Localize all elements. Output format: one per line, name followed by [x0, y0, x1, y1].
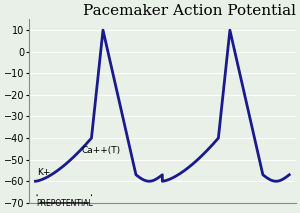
Text: Ca++(T): Ca++(T) [82, 146, 121, 155]
Text: K+: K+ [37, 168, 50, 177]
Text: Pacemaker Action Potential: Pacemaker Action Potential [83, 4, 296, 18]
Text: PREPOTENTIAL: PREPOTENTIAL [36, 199, 93, 208]
